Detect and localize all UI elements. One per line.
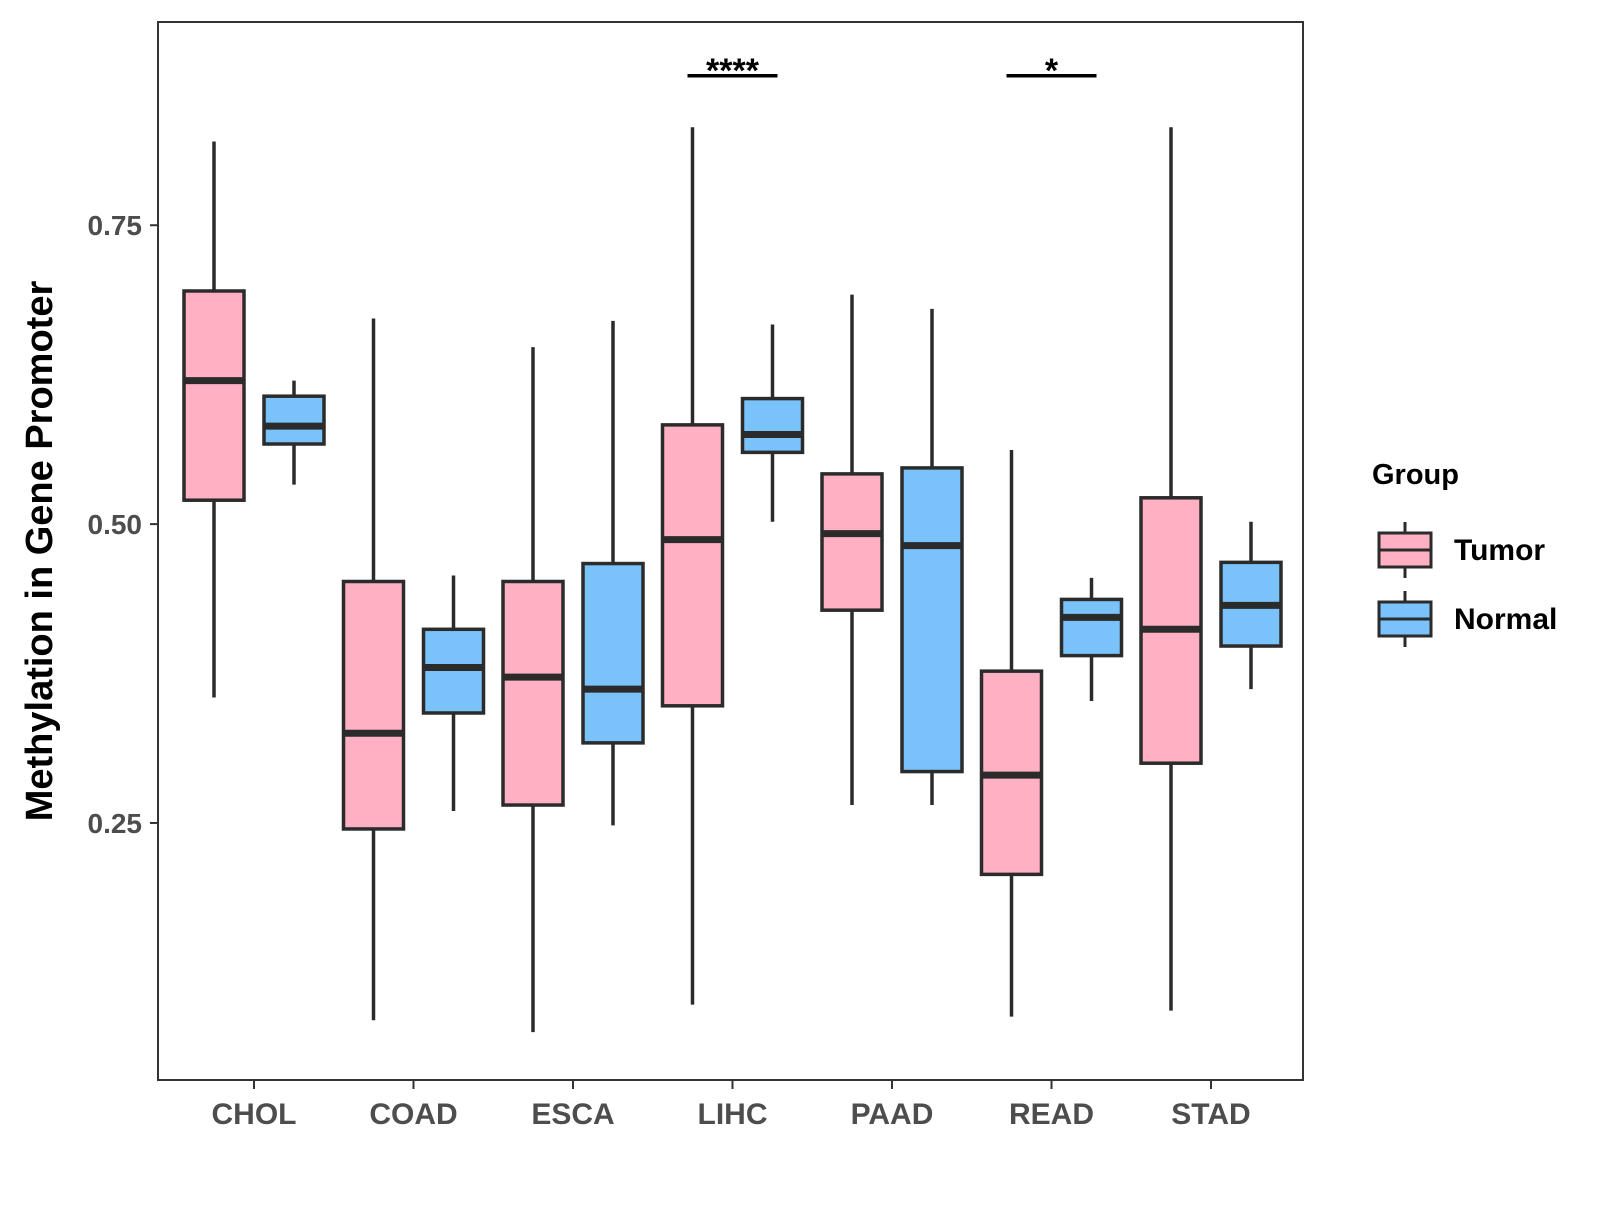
box-body-tumor-lihc — [660, 423, 725, 708]
box-normal-read — [1059, 577, 1124, 702]
significance-label-read: * — [1045, 52, 1059, 90]
box-body-tumor-paad — [820, 472, 884, 612]
x-tick-label-chol: CHOL — [212, 1098, 297, 1131]
plot-panel-border — [157, 21, 1304, 1081]
box-body-tumor-chol — [182, 289, 246, 502]
box-body-normal-esca — [581, 561, 645, 745]
y-tick-label-0.50: 0.50 — [88, 509, 143, 540]
legend-item-normal: Normal — [1377, 591, 1557, 647]
box-normal-lihc — [740, 324, 805, 522]
box-tumor-esca — [501, 347, 565, 1033]
box-body-normal-lihc — [740, 396, 805, 455]
box-normal-stad — [1219, 521, 1283, 690]
x-tick-label-paad: PAAD — [851, 1098, 934, 1131]
y-axis: 0.25 0.50 0.75 — [88, 210, 158, 839]
legend-item-tumor: Tumor — [1377, 522, 1545, 578]
y-tick-label-0.25: 0.25 — [88, 808, 143, 839]
x-tick-label-lihc: LIHC — [698, 1098, 768, 1131]
box-normal-chol — [262, 380, 326, 485]
y-axis-title: Methylation in Gene Promoter — [19, 281, 61, 822]
box-tumor-stad — [1139, 127, 1203, 1011]
legend-label-normal: Normal — [1454, 603, 1557, 636]
y-tick-label-0.75: 0.75 — [88, 210, 143, 241]
x-tick-label-read: READ — [1009, 1098, 1094, 1131]
box-body-normal-coad — [421, 627, 486, 715]
box-body-tumor-coad — [341, 579, 406, 831]
significance-label-lihc: **** — [706, 52, 760, 90]
box-tumor-lihc — [660, 127, 725, 1005]
boxes-layer — [182, 127, 1283, 1033]
legend: Group Tumor Normal — [1372, 459, 1557, 647]
x-tick-label-coad: COAD — [369, 1098, 457, 1131]
x-tick-label-esca: ESCA — [531, 1098, 614, 1131]
box-body-normal-read — [1059, 597, 1124, 658]
box-normal-paad — [900, 308, 964, 806]
legend-label-tumor: Tumor — [1454, 534, 1545, 567]
x-axis: CHOL COAD ESCA LIHC PAAD READ STAD — [212, 1080, 1251, 1131]
annotations-layer: **** * — [687, 52, 1097, 90]
box-normal-coad — [421, 575, 486, 812]
box-tumor-coad — [341, 318, 406, 1021]
box-body-normal-chol — [262, 394, 326, 446]
legend-title: Group — [1372, 459, 1459, 491]
box-body-normal-paad — [900, 466, 964, 774]
box-tumor-read — [979, 449, 1044, 1017]
box-tumor-paad — [820, 294, 884, 806]
box-tumor-chol — [182, 141, 246, 698]
box-body-tumor-esca — [501, 579, 565, 807]
x-tick-label-stad: STAD — [1171, 1098, 1250, 1131]
box-normal-esca — [581, 320, 645, 826]
